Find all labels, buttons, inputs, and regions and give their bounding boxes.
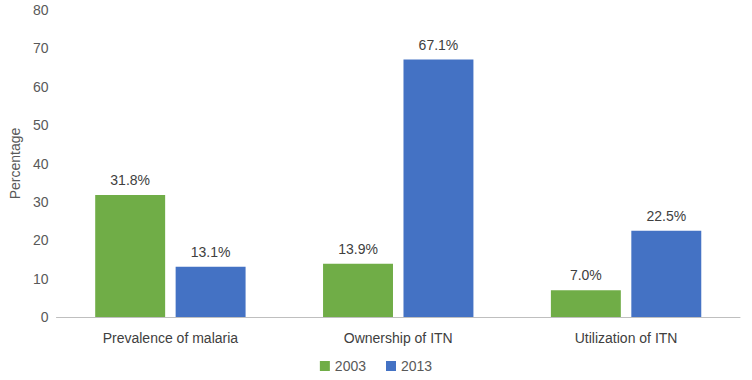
svg-text:80: 80 [33,2,49,18]
svg-text:13.9%: 13.9% [338,241,378,257]
svg-text:7.0%: 7.0% [570,267,602,283]
svg-text:13.1%: 13.1% [191,244,231,260]
svg-text:Percentage: Percentage [7,127,23,199]
svg-text:10: 10 [33,271,49,287]
svg-text:30: 30 [33,194,49,210]
svg-text:Prevalence of malaria: Prevalence of malaria [103,330,239,346]
svg-text:40: 40 [33,156,49,172]
svg-text:60: 60 [33,79,49,95]
svg-text:31.8%: 31.8% [110,172,150,188]
svg-text:22.5%: 22.5% [646,208,686,224]
svg-text:Utilization of ITN: Utilization of ITN [575,330,678,346]
svg-text:50: 50 [33,117,49,133]
svg-text:20: 20 [33,232,49,248]
svg-text:2013: 2013 [401,358,432,374]
svg-text:2003: 2003 [335,358,366,374]
svg-text:Ownership of ITN: Ownership of ITN [344,330,453,346]
svg-text:0: 0 [41,309,49,325]
svg-text:67.1%: 67.1% [419,37,459,53]
svg-text:70: 70 [33,40,49,56]
